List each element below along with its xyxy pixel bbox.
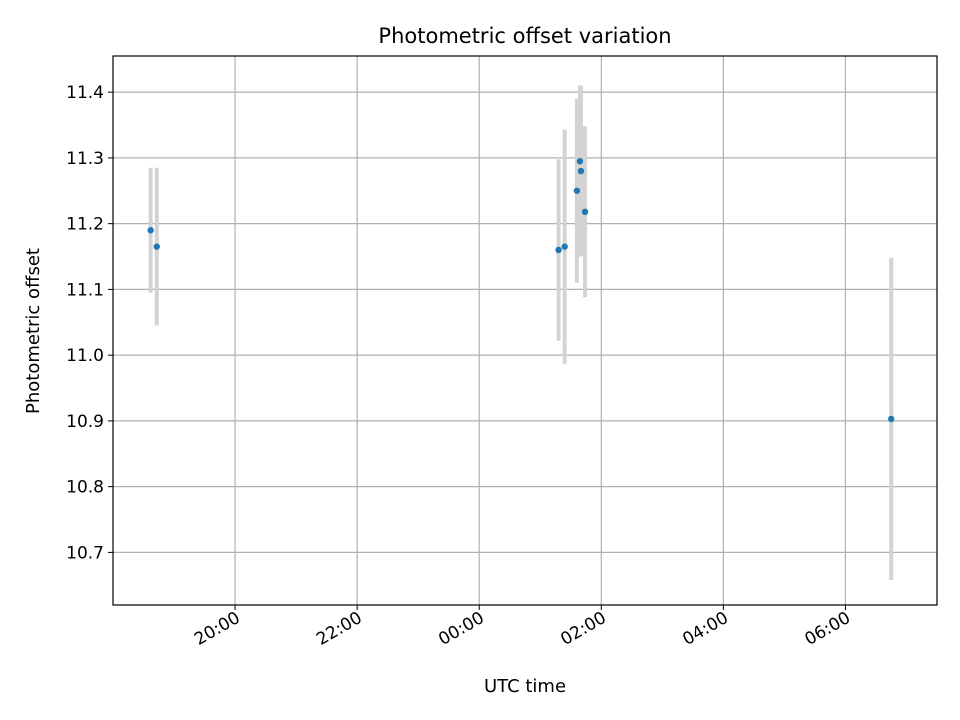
grid	[113, 56, 937, 605]
points	[147, 157, 895, 423]
x-tick-label: 00:00	[435, 608, 487, 650]
x-tick-label: 06:00	[802, 608, 854, 650]
x-tick-label: 22:00	[313, 608, 365, 650]
data-point	[153, 243, 160, 250]
data-point	[573, 187, 581, 194]
x-tick-label: 20:00	[191, 608, 243, 650]
x-axis-ticks: 20:00 22:00 00:00 02:00 04:00 06:00	[191, 605, 854, 650]
data-point	[577, 167, 585, 175]
data-point	[888, 415, 895, 423]
y-axis-ticks: 10.7 10.8 10.9 11.0 11.1 11.2 11.3 11.4	[66, 83, 113, 563]
y-tick-label: 11.2	[66, 215, 104, 235]
data-point	[555, 246, 562, 254]
y-tick-label: 10.8	[66, 478, 104, 498]
y-axis-label: Photometric offset	[23, 248, 44, 414]
plot-frame	[112, 55, 938, 606]
y-tick-label: 11.0	[66, 346, 104, 366]
y-tick-label: 11.3	[66, 149, 104, 169]
x-tick-label: 04:00	[679, 608, 731, 650]
chart-title: Photometric offset variation	[378, 24, 671, 48]
data-point	[147, 227, 154, 234]
data-point	[561, 243, 568, 250]
x-axis-label: UTC time	[484, 676, 566, 697]
y-tick-label: 11.4	[66, 83, 104, 103]
y-tick-label: 11.1	[66, 280, 104, 300]
y-tick-label: 10.9	[66, 412, 104, 432]
y-tick-label: 10.7	[66, 543, 104, 563]
errorbars	[148, 85, 894, 581]
data-point	[581, 208, 589, 216]
data-point	[576, 157, 584, 165]
x-tick-label: 02:00	[557, 608, 609, 650]
